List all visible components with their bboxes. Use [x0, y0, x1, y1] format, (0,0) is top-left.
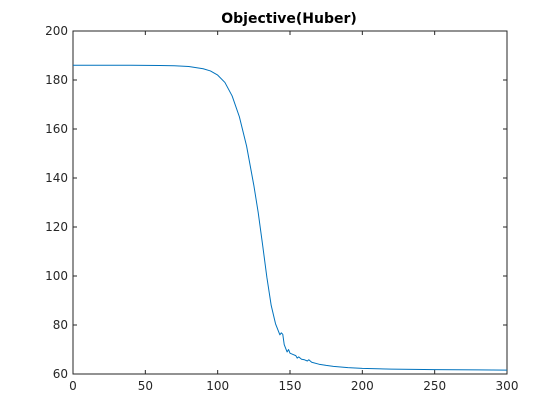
y-tick-label: 200 — [45, 24, 68, 38]
x-tick-label: 250 — [423, 379, 446, 393]
y-tick-label: 100 — [45, 269, 68, 283]
x-tick-label: 50 — [138, 379, 153, 393]
y-tick-label: 160 — [45, 122, 68, 136]
chart-title: Objective(Huber) — [221, 11, 357, 27]
y-tick-label: 120 — [45, 220, 68, 234]
plot-area — [73, 64, 508, 371]
axes-box — [72, 30, 508, 375]
y-tick-label: 140 — [45, 171, 68, 185]
x-tick-label: 150 — [279, 379, 302, 393]
x-tick-label: 100 — [206, 379, 229, 393]
y-tick-label: 60 — [53, 367, 68, 381]
axes: 0 50 100 150 200 250 300 60 80 100 120 140 160 180 200 — [45, 24, 518, 393]
x-tick-label: 300 — [496, 379, 519, 393]
y-tick-label: 80 — [53, 318, 68, 332]
y-tick-label: 180 — [45, 73, 68, 87]
x-tick-label: 200 — [351, 379, 374, 393]
series-line — [73, 64, 508, 371]
x-tick-label: 0 — [69, 379, 77, 393]
